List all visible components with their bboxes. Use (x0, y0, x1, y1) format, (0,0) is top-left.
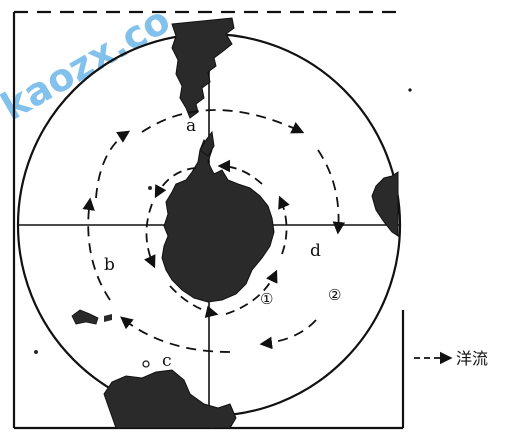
inner-current-ring (144, 159, 290, 318)
tasmania-landmass (200, 420, 214, 428)
legend-label: 洋流 (456, 349, 488, 368)
south-america-landmass (171, 17, 235, 119)
antarctica-landmass (161, 139, 275, 303)
australia-landmass (103, 369, 237, 429)
antarctic-peninsula (199, 130, 215, 157)
inner-arrow-w (144, 203, 156, 269)
watermark-text: kaozx.co (0, 0, 177, 129)
current-arrow-west-north (82, 197, 111, 301)
small-island (104, 314, 112, 322)
inner-arrow-s (169, 285, 219, 318)
current-arrow-southeast (259, 319, 317, 350)
africa-landmass (371, 171, 399, 237)
small-island (408, 88, 412, 92)
inner-arrow-se (225, 269, 278, 315)
current-arrow-northwest (95, 130, 131, 199)
small-island (34, 350, 38, 354)
label-current-1: ① (260, 290, 273, 308)
outer-current-ring (82, 109, 346, 353)
new-zealand-island (71, 309, 99, 325)
small-island (142, 360, 150, 368)
label-a: a (186, 116, 196, 136)
current-arrow-east-south (317, 149, 346, 235)
label-b: b (104, 255, 115, 275)
current-arrow-southwest (120, 316, 231, 353)
watermark: kaozx.co (0, 0, 177, 129)
inner-arrow-e (278, 195, 290, 255)
inner-arrow-ne (217, 159, 263, 185)
label-d: d (310, 241, 321, 261)
legend: 洋流 (414, 349, 488, 368)
current-arrow-top-east (141, 109, 305, 134)
label-current-2: ② (328, 286, 341, 304)
inner-arrow-nw (154, 167, 197, 199)
label-c: c (162, 351, 172, 371)
small-island (148, 186, 152, 190)
